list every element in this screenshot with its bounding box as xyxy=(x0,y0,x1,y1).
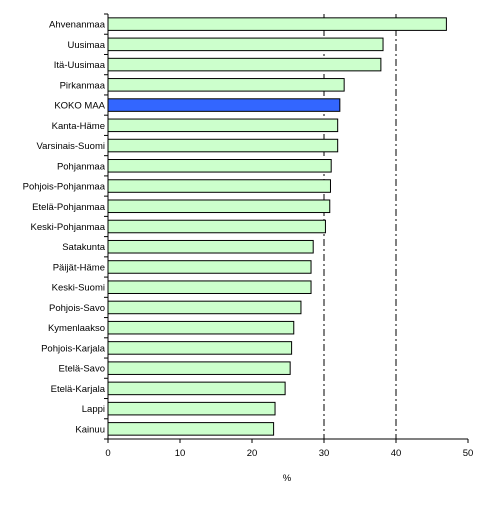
category-label-2: Itä-Uusimaa xyxy=(54,60,106,71)
bar-18 xyxy=(107,381,286,396)
x-tick-label-2: 20 xyxy=(247,448,258,459)
bar-6 xyxy=(107,138,339,153)
category-label-0: Ahvenanmaa xyxy=(49,20,106,31)
category-label-15: Kymenlaakso xyxy=(48,323,105,334)
bar-0 xyxy=(107,17,447,31)
bar-19 xyxy=(107,401,276,416)
reference-lines xyxy=(323,14,397,439)
bar-10 xyxy=(107,219,326,234)
bar-7 xyxy=(107,159,332,173)
category-label-16: Pohjois-Karjala xyxy=(41,343,106,354)
category-label-8: Pohjois-Pohjanmaa xyxy=(23,182,106,193)
bar-11 xyxy=(107,239,314,254)
category-label-20: Kainuu xyxy=(75,424,105,435)
category-label-12: Päijät-Häme xyxy=(53,262,105,273)
category-label-5: Kanta-Häme xyxy=(52,121,105,132)
category-label-7: Pohjanmaa xyxy=(57,161,106,172)
category-label-9: Etelä-Pohjanmaa xyxy=(32,202,106,213)
category-label-4: KOKO MAA xyxy=(54,101,105,112)
x-axis-title: % xyxy=(283,473,292,484)
x-tick-label-5: 50 xyxy=(463,448,474,459)
category-label-14: Pohjois-Savo xyxy=(49,303,105,314)
bar-3 xyxy=(107,78,345,92)
category-label-1: Uusimaa xyxy=(68,40,106,51)
bars-group xyxy=(107,17,447,436)
category-label-11: Satakunta xyxy=(62,242,105,253)
category-label-10: Keski-Pohjanmaa xyxy=(31,222,106,233)
x-tick-label-4: 40 xyxy=(391,448,402,459)
x-tick-labels: 0 10 20 30 40 50 xyxy=(105,448,473,459)
x-tick-label-3: 30 xyxy=(319,448,330,459)
bar-13 xyxy=(107,280,312,294)
bar-9 xyxy=(107,199,331,214)
bar-15 xyxy=(107,320,295,335)
bar-17 xyxy=(107,361,291,375)
category-label-19: Lappi xyxy=(82,404,105,415)
x-tick-label-0: 0 xyxy=(105,448,110,459)
bar-20 xyxy=(107,422,275,436)
bar-1 xyxy=(107,37,384,52)
bar-8 xyxy=(107,179,331,193)
bar-2 xyxy=(107,57,382,72)
bar-14 xyxy=(107,300,302,315)
category-label-18: Etelä-Karjala xyxy=(51,384,106,395)
bar-4 xyxy=(107,98,341,112)
x-tick-label-1: 10 xyxy=(175,448,186,459)
category-label-3: Pirkanmaa xyxy=(60,80,106,91)
bar-16 xyxy=(107,341,293,355)
category-label-17: Etelä-Savo xyxy=(59,364,105,375)
bar-12 xyxy=(107,260,312,274)
category-label-13: Keski-Suomi xyxy=(52,283,105,294)
category-labels: Ahvenanmaa Uusimaa Itä-Uusimaa Pirkanmaa KOK… xyxy=(23,20,106,436)
category-label-6: Varsinais-Suomi xyxy=(37,141,105,152)
axes-group xyxy=(104,13,469,443)
bar-5 xyxy=(107,118,339,133)
